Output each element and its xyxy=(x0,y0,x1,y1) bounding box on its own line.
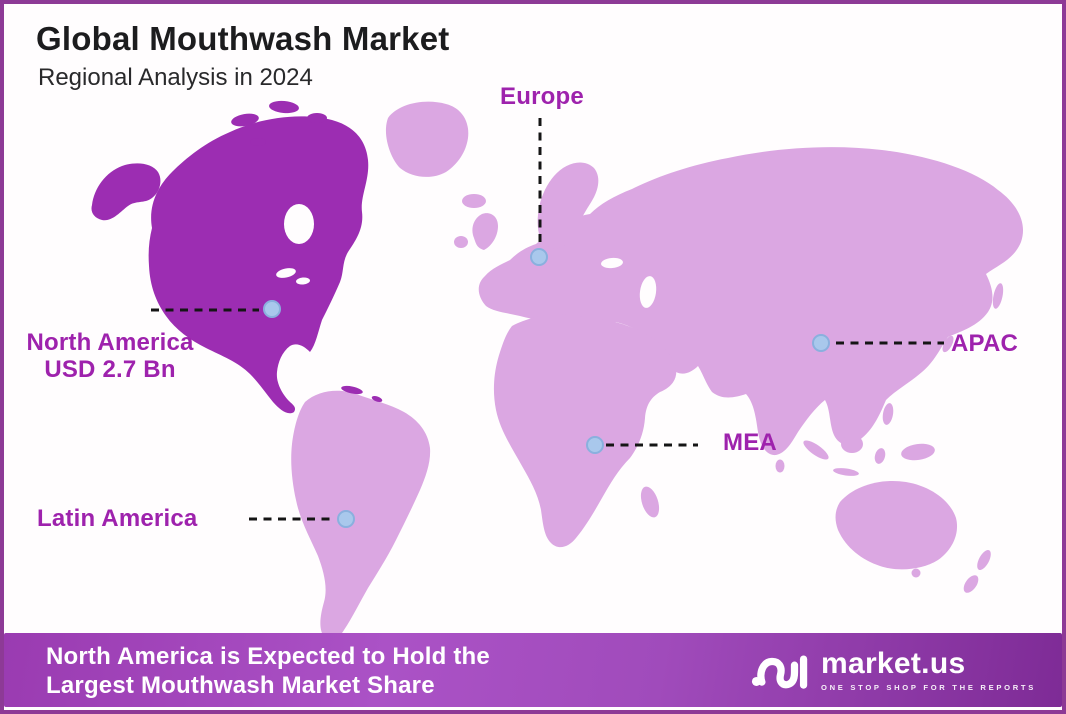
region-japan-honshu xyxy=(953,304,967,332)
marker-mea xyxy=(586,436,604,454)
region-africa xyxy=(493,314,677,548)
great-lakes xyxy=(276,268,296,278)
hudson-bay xyxy=(284,204,314,244)
region-japan-kyushu xyxy=(942,335,954,353)
region-philippines xyxy=(882,403,894,425)
region-scandinavia xyxy=(537,162,599,249)
region-java xyxy=(833,468,859,476)
arctic-island xyxy=(250,138,266,146)
brand-name: market.us xyxy=(820,646,966,680)
arctic-island xyxy=(269,100,299,114)
region-new-zealand-north xyxy=(977,550,991,570)
region-new-zealand-south xyxy=(963,575,979,593)
footer-caption-line1: North America is Expected to Hold the xyxy=(46,643,490,670)
label-north-america-value: USD 2.7 Bn xyxy=(44,356,176,383)
region-sakhalin xyxy=(992,283,1004,309)
brand-logo: market.us ONE STOP SHOP FOR THE REPORTS xyxy=(751,643,1036,697)
region-sumatra xyxy=(803,440,829,460)
marker-north-america xyxy=(263,300,281,318)
caspian-sea xyxy=(639,276,657,308)
region-borneo xyxy=(841,435,863,453)
region-sulawesi xyxy=(874,448,886,464)
region-australia xyxy=(835,480,958,570)
region-north-america xyxy=(148,116,369,414)
region-iceland xyxy=(462,194,486,208)
footer-caption: North America is Expected to Hold the La… xyxy=(46,642,490,700)
region-cuba xyxy=(341,385,363,395)
marker-latin-america xyxy=(337,510,355,528)
label-apac: APAC xyxy=(951,330,1019,357)
arctic-island xyxy=(307,113,327,123)
footer-bar: North America is Expected to Hold the La… xyxy=(4,633,1062,707)
region-new-guinea xyxy=(901,443,935,461)
region-uk xyxy=(472,213,498,250)
arctic-island xyxy=(231,113,259,127)
region-ireland xyxy=(454,236,468,248)
label-latin-america: Latin America xyxy=(37,505,198,532)
region-eurasia xyxy=(478,147,1024,456)
label-north-america-name: North America xyxy=(26,329,194,356)
marker-apac xyxy=(812,334,830,352)
region-alaska xyxy=(91,163,161,221)
label-north-america: North America USD 2.7 Bn xyxy=(10,329,210,383)
brand-text: market.us ONE STOP SHOP FOR THE REPORTS xyxy=(820,646,1036,692)
label-europe: Europe xyxy=(500,83,584,110)
black-sea xyxy=(601,257,623,269)
brand-tagline: ONE STOP SHOP FOR THE REPORTS xyxy=(820,682,1036,692)
footer-caption-line2: Largest Mouthwash Market Share xyxy=(46,672,435,699)
page-title: Global Mouthwash Market xyxy=(36,20,450,57)
great-lakes xyxy=(296,277,310,285)
label-mea: MEA xyxy=(723,429,777,456)
region-hispaniola xyxy=(371,395,383,403)
page-subtitle: Regional Analysis in 2024 xyxy=(38,64,313,91)
region-greenland xyxy=(385,101,469,177)
region-sri-lanka xyxy=(775,459,785,473)
marker-europe xyxy=(530,248,548,266)
market-us-logo-icon xyxy=(751,655,808,689)
region-south-america xyxy=(291,390,431,641)
region-madagascar xyxy=(640,486,660,518)
region-tasmania xyxy=(911,568,921,578)
